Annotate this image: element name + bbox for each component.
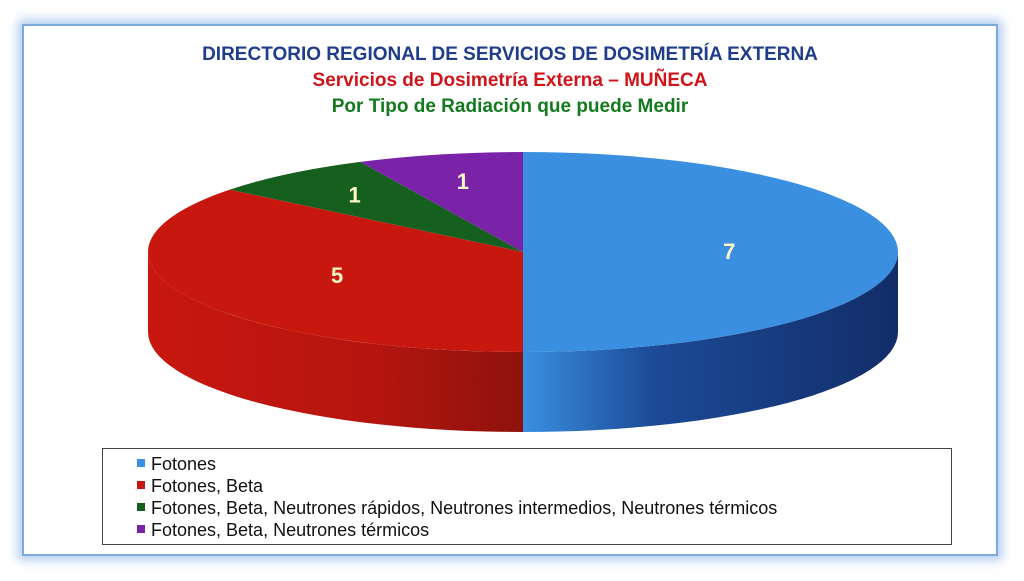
- legend-swatch: [137, 525, 145, 534]
- chart-titles: DIRECTORIO REGIONAL DE SERVICIOS DE DOSI…: [24, 42, 996, 120]
- pie-slice-side: [148, 252, 523, 432]
- pie-data-label: 7: [723, 239, 735, 264]
- legend-swatch: [137, 503, 145, 512]
- legend-item: Fotones, Beta, Neutrones rápidos, Neutro…: [137, 497, 951, 519]
- pie-data-label: 1: [349, 183, 361, 208]
- legend-label: Fotones, Beta, Neutrones rápidos, Neutro…: [151, 498, 778, 518]
- chart-subtitle-2: Por Tipo de Radiación que puede Medir: [331, 96, 689, 117]
- legend-label: Fotones, Beta, Neutrones térmicos: [151, 520, 430, 540]
- legend-label: Fotones: [151, 454, 217, 474]
- pie-slice: [523, 152, 898, 352]
- pie-slice: [229, 161, 524, 252]
- legend-item: Fotones, Beta, Neutrones térmicos: [137, 519, 951, 541]
- chart-title: DIRECTORIO REGIONAL DE SERVICIOS DE DOSI…: [202, 44, 818, 65]
- legend: Fotones Fotones, Beta Fotones, Beta, Neu…: [102, 448, 952, 545]
- legend-item: Fotones, Beta: [137, 475, 951, 497]
- legend-label: Fotones, Beta: [151, 476, 264, 496]
- pie-data-label: 5: [331, 263, 343, 288]
- chart-frame: DIRECTORIO REGIONAL DE SERVICIOS DE DOSI…: [22, 24, 998, 556]
- pie-slice: [360, 152, 523, 252]
- pie-slice-side: [523, 252, 898, 432]
- legend-swatch: [137, 459, 145, 468]
- chart-subtitle: Servicios de Dosimetría Externa – MUÑECA: [312, 70, 708, 91]
- pie-slice: [147, 189, 523, 352]
- pie-chart: 7 5 1 1: [147, 152, 898, 432]
- legend-item: Fotones: [137, 453, 951, 475]
- pie-data-label: 1: [457, 169, 469, 194]
- legend-swatch: [137, 481, 145, 490]
